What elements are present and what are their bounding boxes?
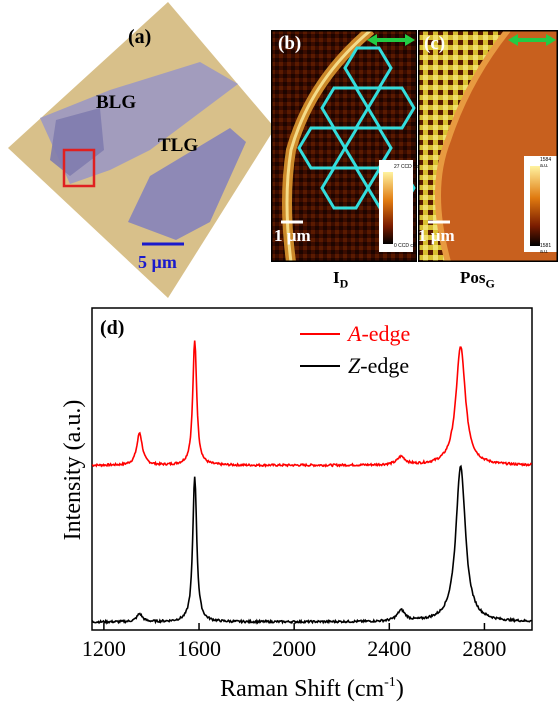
panel-label-b: (b) xyxy=(278,33,302,54)
panel-label-c: (c) xyxy=(424,33,446,54)
optical-micrograph xyxy=(8,2,272,298)
flake-tlg xyxy=(128,128,246,240)
x-axis-label-sup: -1 xyxy=(384,675,396,690)
spectra-series xyxy=(91,340,533,625)
series-line-z-edge xyxy=(91,464,532,625)
x-tick-label: 2400 xyxy=(367,636,411,661)
raman-spectra-chart: 1200 1600 2000 2400 2800 (d) A-edge Z-edge I… xyxy=(60,307,533,702)
panel-label-d: (d) xyxy=(100,317,124,339)
label-blg: BLG xyxy=(96,92,137,113)
legend-label-z: Z-edge xyxy=(348,353,409,378)
legend: A-edge Z-edge xyxy=(300,321,410,378)
colorbar-c xyxy=(524,156,558,252)
y-axis-label: Intensity (a.u.) xyxy=(60,400,86,541)
scale-bar-c-label: 1 µm xyxy=(418,226,455,245)
scale-bar-b-label: 1 µm xyxy=(274,226,311,245)
caption-c: PosG xyxy=(460,268,495,291)
x-tick-label: 2800 xyxy=(462,636,506,661)
caption-c-main: Pos xyxy=(460,268,486,287)
x-tick-label: 2000 xyxy=(272,636,316,661)
legend-z-rest: -edge xyxy=(360,353,409,378)
caption-b-sub: D xyxy=(339,276,349,291)
panel-label-a: (a) xyxy=(128,26,152,48)
scale-bar-a-label: 5 µm xyxy=(138,252,177,272)
legend-label-a: A-edge xyxy=(346,321,410,346)
colorbar-c-max: 1584 a.u. xyxy=(540,157,552,169)
colorbar-c-min: 1581 a.u. xyxy=(540,243,552,255)
hexagon-lattice xyxy=(297,46,416,210)
x-axis-label: Raman Shift (cm-1) xyxy=(220,675,404,702)
arrow-icon xyxy=(508,34,556,46)
legend-z-italic: Z xyxy=(348,353,361,378)
x-axis-label-end: ) xyxy=(396,676,404,702)
x-tick-label: 1600 xyxy=(177,636,221,661)
plot-frame xyxy=(91,307,533,631)
label-tlg: TLG xyxy=(158,135,199,156)
x-axis-ticks: 1200 1600 2000 2400 2800 xyxy=(82,623,506,661)
caption-b: ID xyxy=(333,268,348,291)
colorbar-b-max: 27 CCD cts xyxy=(394,164,420,170)
x-tick-label: 1200 xyxy=(82,636,126,661)
colorbar-b-min: 0 CCD cts xyxy=(394,243,417,249)
raman-map-id xyxy=(271,30,417,262)
arrow-icon xyxy=(367,34,415,46)
legend-a-italic: A xyxy=(346,321,362,346)
caption-c-sub: G xyxy=(485,276,495,291)
raman-map-posg xyxy=(418,30,558,262)
caption-b-main: I xyxy=(333,268,340,287)
legend-a-rest: -edge xyxy=(361,321,410,346)
selection-box xyxy=(62,148,96,188)
series-line-a-edge xyxy=(91,340,533,468)
x-axis-label-main: Raman Shift (cm xyxy=(220,676,384,702)
